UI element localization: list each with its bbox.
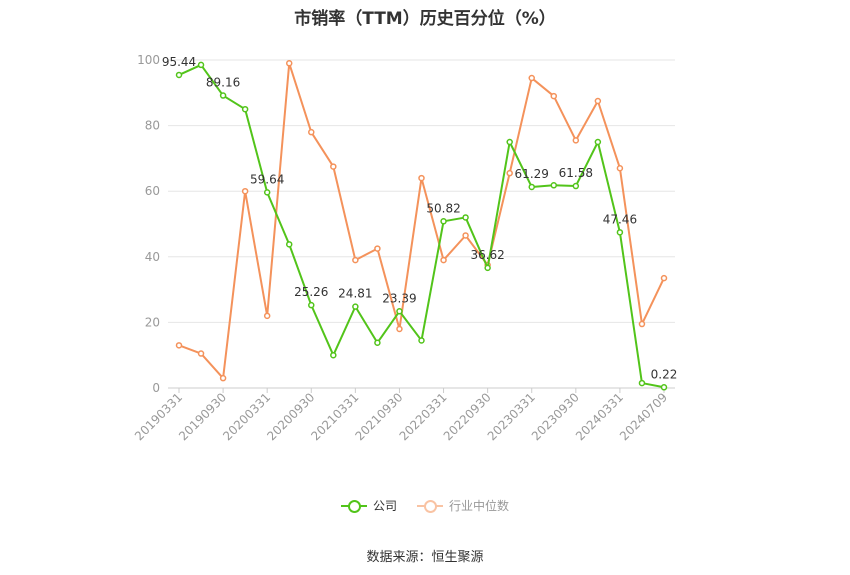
legend-industry-marker-icon <box>417 499 443 513</box>
point-industry-16 <box>528 74 535 82</box>
data-source: 数据来源：恒生聚源 <box>366 550 484 565</box>
point-industry-1 <box>197 350 205 357</box>
chart-title: 市销率（TTM）历史百分位（%） <box>294 9 556 29</box>
y-tick-label-40: 40 <box>145 250 160 264</box>
legend-industry-label: 行业中位数 <box>449 499 510 513</box>
legend-company-marker-icon <box>340 499 367 513</box>
data-label-company-12: 50.82 <box>426 201 460 215</box>
data-label-company-4: 59.64 <box>250 172 284 186</box>
point-industry-18 <box>572 137 580 144</box>
point-industry-13 <box>462 232 469 239</box>
data-label-company-16: 61.29 <box>515 167 549 181</box>
legend-item-industry[interactable]: 行业中位数 <box>417 497 509 514</box>
point-industry-17 <box>550 92 558 100</box>
point-company-18 <box>572 182 580 190</box>
point-company-17 <box>550 182 558 189</box>
point-industry-10 <box>396 325 403 333</box>
point-industry-12 <box>440 256 447 264</box>
y-tick-label-0: 0 <box>152 381 160 395</box>
point-industry-6 <box>308 128 315 136</box>
data-label-company-18: 61.58 <box>559 166 593 180</box>
point-company-2 <box>219 92 227 99</box>
point-company-11 <box>418 337 425 344</box>
point-company-1 <box>197 61 205 69</box>
point-industry-5 <box>285 60 293 67</box>
point-company-10 <box>396 308 403 315</box>
grid-lines <box>168 59 675 323</box>
point-industry-15 <box>506 169 513 177</box>
series-layer <box>175 60 668 391</box>
data-label-company-10: 23.39 <box>382 291 416 305</box>
series-company <box>175 61 668 391</box>
point-industry-21 <box>638 320 646 328</box>
data-label-company-20: 47.46 <box>603 212 637 226</box>
point-company-0 <box>175 71 183 79</box>
point-company-22 <box>660 384 668 391</box>
point-company-16 <box>528 183 535 191</box>
point-company-13 <box>462 214 469 221</box>
data-label-company-14: 36.62 <box>470 248 504 262</box>
point-industry-4 <box>263 312 271 320</box>
series-line-industry <box>178 62 665 380</box>
point-company-9 <box>374 339 381 346</box>
point-company-15 <box>506 138 513 146</box>
point-industry-19 <box>594 97 602 105</box>
data-label-company-0: 95.44 <box>162 55 196 69</box>
point-industry-2 <box>219 374 227 382</box>
y-tick-label-20: 20 <box>145 315 160 329</box>
x-axis: 2019033120190930202003312020093020210331… <box>132 387 675 443</box>
y-tick-label-100: 100 <box>137 53 160 67</box>
point-industry-0 <box>175 342 183 349</box>
data-label-company-6: 25.26 <box>294 285 328 299</box>
point-industry-7 <box>330 163 337 170</box>
data-label-company-2: 89.16 <box>206 76 240 90</box>
point-company-4 <box>263 189 271 196</box>
data-labels: 95.44 89.16 59.64 25.26 24.81 23.39 50.82 36.62… <box>162 55 678 381</box>
point-company-21 <box>638 379 646 387</box>
point-company-20 <box>616 229 624 236</box>
point-company-19 <box>594 138 602 146</box>
y-tick-label-60: 60 <box>145 184 160 198</box>
point-industry-9 <box>374 245 381 252</box>
point-company-14 <box>484 264 491 272</box>
point-company-5 <box>285 241 293 248</box>
point-company-6 <box>308 301 315 309</box>
line-chart: 0 20 40 60 80 100 201903312019093020200331202… <box>132 53 678 443</box>
y-tick-label-80: 80 <box>145 119 160 133</box>
point-company-12 <box>440 218 447 225</box>
point-industry-8 <box>352 256 359 264</box>
x-tick-label-11: 20240709 <box>617 390 670 443</box>
series-industry <box>175 60 668 382</box>
point-industry-22 <box>660 274 668 282</box>
y-axis: 0 20 40 60 80 100 <box>137 53 160 395</box>
data-label-company-8: 24.81 <box>338 287 372 301</box>
data-label-company-22: 0.22 <box>651 367 678 381</box>
legend: 公司 行业中位数 <box>0 497 850 514</box>
point-company-7 <box>330 351 337 359</box>
point-company-3 <box>241 105 249 113</box>
point-industry-20 <box>616 164 624 172</box>
legend-item-company[interactable]: 公司 <box>340 497 397 514</box>
legend-company-label: 公司 <box>372 499 397 513</box>
point-industry-11 <box>418 174 425 182</box>
point-industry-3 <box>241 187 249 195</box>
point-company-8 <box>352 303 359 310</box>
